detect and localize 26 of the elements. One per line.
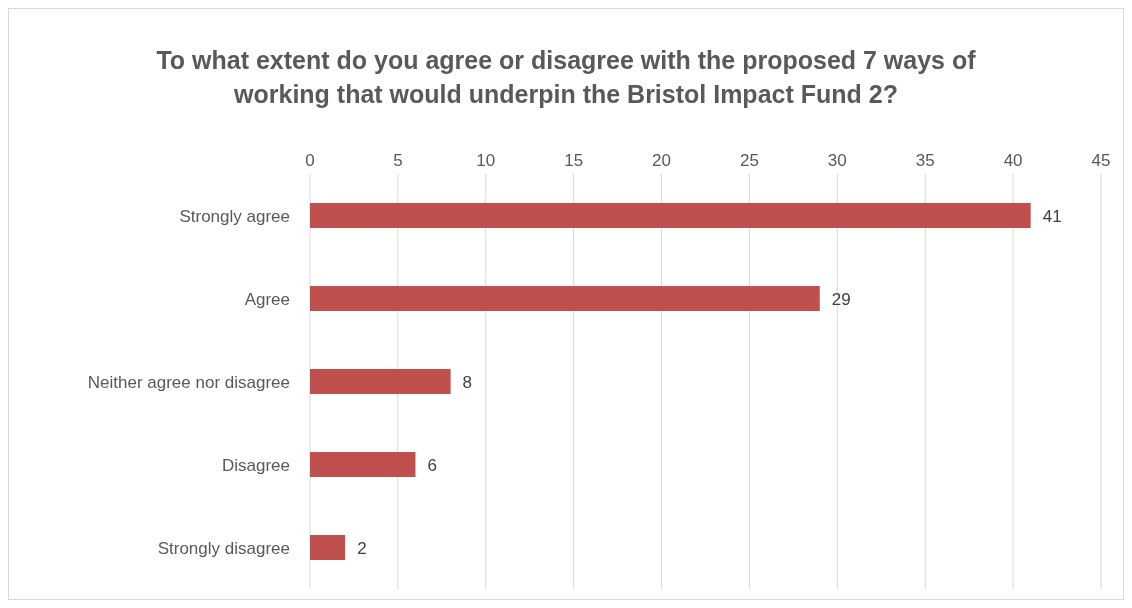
x-tick-label: 45 (1091, 151, 1111, 170)
data-label: 6 (427, 455, 437, 475)
y-tick-label: Agree (244, 289, 290, 309)
data-label: 2 (357, 538, 367, 558)
x-tick-label: 25 (739, 151, 759, 170)
bar (310, 369, 451, 394)
bar (310, 203, 1031, 228)
y-tick-label: Disagree (221, 455, 290, 475)
x-tick-label: 30 (827, 151, 847, 170)
x-tick-label: 15 (564, 151, 584, 170)
chart-title: To what extent do you agree or disagree with the proposed 7 ways of working that would underpin the Bristol Impact Fund 2? (155, 45, 977, 110)
y-tick-label: Strongly disagree (157, 538, 290, 558)
data-label: 41 (1042, 206, 1062, 226)
y-tick-label: Strongly agree (179, 206, 290, 226)
bar (310, 452, 416, 477)
x-tick-label: 20 (652, 151, 672, 170)
x-tick-label: 0 (305, 151, 315, 170)
data-label: 8 (462, 372, 473, 392)
x-tick-label: 35 (915, 151, 935, 170)
x-tick-label: 40 (1003, 151, 1023, 170)
data-label: 29 (831, 289, 851, 309)
bar (310, 535, 346, 560)
bar (310, 286, 820, 311)
x-tick-label: 5 (393, 151, 403, 170)
y-tick-label: Neither agree nor disagree (87, 372, 290, 392)
x-tick-label: 10 (476, 151, 496, 170)
